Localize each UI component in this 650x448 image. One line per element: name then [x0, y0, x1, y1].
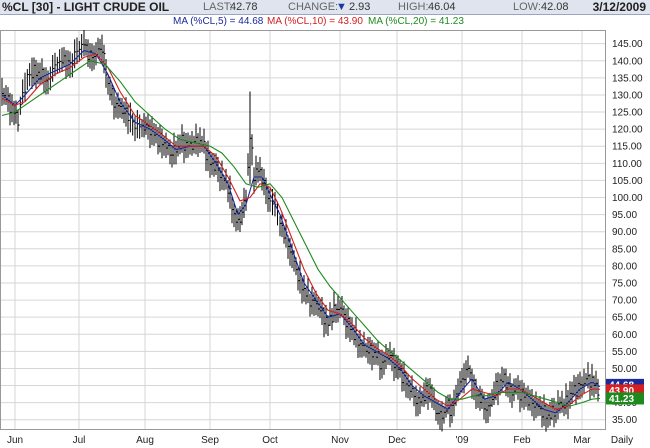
high-label: HIGH: [398, 1, 429, 13]
y-tick-label: 95.00 [612, 210, 637, 221]
y-tick-label: 75.00 [612, 278, 637, 289]
value-tag-label: 43.90 [609, 386, 634, 397]
ma-line-1 [1, 53, 601, 411]
x-tick-label: Oct [262, 435, 278, 446]
y-tick-label: 65.00 [612, 313, 637, 324]
y-tick-label: 140.00 [612, 56, 643, 67]
low-label: LOW: [513, 1, 541, 13]
x-tick-label: Daily [611, 435, 633, 446]
chart-date: 3/12/2009 [592, 0, 646, 14]
y-tick-label: 100.00 [612, 193, 643, 204]
low-value: 42.08 [541, 1, 569, 13]
x-tick-label: Mar [573, 435, 591, 446]
plot-border [0, 30, 606, 430]
y-tick-label: 125.00 [612, 108, 643, 119]
change-label: CHANGE: [288, 1, 339, 13]
chart-header: %CL [30] - LIGHT CRUDE OIL LAST: 42.78 C… [0, 0, 650, 15]
y-tick-label: 35.00 [612, 415, 637, 426]
x-tick-label: Jul [73, 435, 86, 446]
y-tick-label: 60.00 [612, 330, 637, 341]
high-value: 46.04 [428, 1, 456, 13]
y-tick-label: 135.00 [612, 73, 643, 84]
x-tick-label: Feb [513, 435, 531, 446]
y-tick-label: 115.00 [612, 142, 642, 153]
x-tick-label: Jun [7, 435, 23, 446]
legend-ma20: MA (%CL,20) = 41.23 [368, 16, 464, 27]
plot-area [0, 30, 606, 430]
y-tick-label: 120.00 [612, 125, 643, 136]
x-tick-label: Aug [136, 435, 154, 446]
y-tick-label: 85.00 [612, 244, 637, 255]
y-tick-label: 50.00 [612, 364, 637, 375]
down-arrow-icon: ▼ [336, 1, 347, 13]
legend-ma10: MA (%CL,10) = 43.90 [267, 16, 363, 27]
last-label: LAST: [203, 1, 233, 13]
ma-line-2 [1, 60, 601, 407]
y-tick-label: 90.00 [612, 227, 637, 238]
value-tag-label: 41.23 [609, 394, 634, 405]
indicator-legend: MA (%CL,5) = 44.68 MA (%CL,10) = 43.90 M… [0, 15, 650, 28]
y-tick-label: 105.00 [612, 176, 643, 187]
y-tick-label: 130.00 [612, 90, 643, 101]
change-value: 2.93 [349, 1, 371, 13]
last-value: 42.78 [230, 1, 258, 13]
x-tick-label: '09 [455, 435, 468, 446]
y-tick-label: 80.00 [612, 261, 637, 272]
legend-ma5: MA (%CL,5) = 44.68 [173, 16, 264, 27]
ma-line-0 [1, 49, 601, 414]
y-tick-label: 55.00 [612, 347, 637, 358]
y-tick-label: 70.00 [612, 296, 637, 307]
x-tick-label: Sep [201, 435, 219, 446]
x-tick-label: Nov [331, 435, 349, 446]
value-tag-bg [606, 392, 644, 405]
x-tick-label: Dec [388, 435, 406, 446]
y-tick-label: 145.00 [612, 39, 643, 50]
ticker-title: %CL [30] - LIGHT CRUDE OIL [2, 0, 170, 14]
y-tick-label: 110.00 [612, 159, 642, 170]
